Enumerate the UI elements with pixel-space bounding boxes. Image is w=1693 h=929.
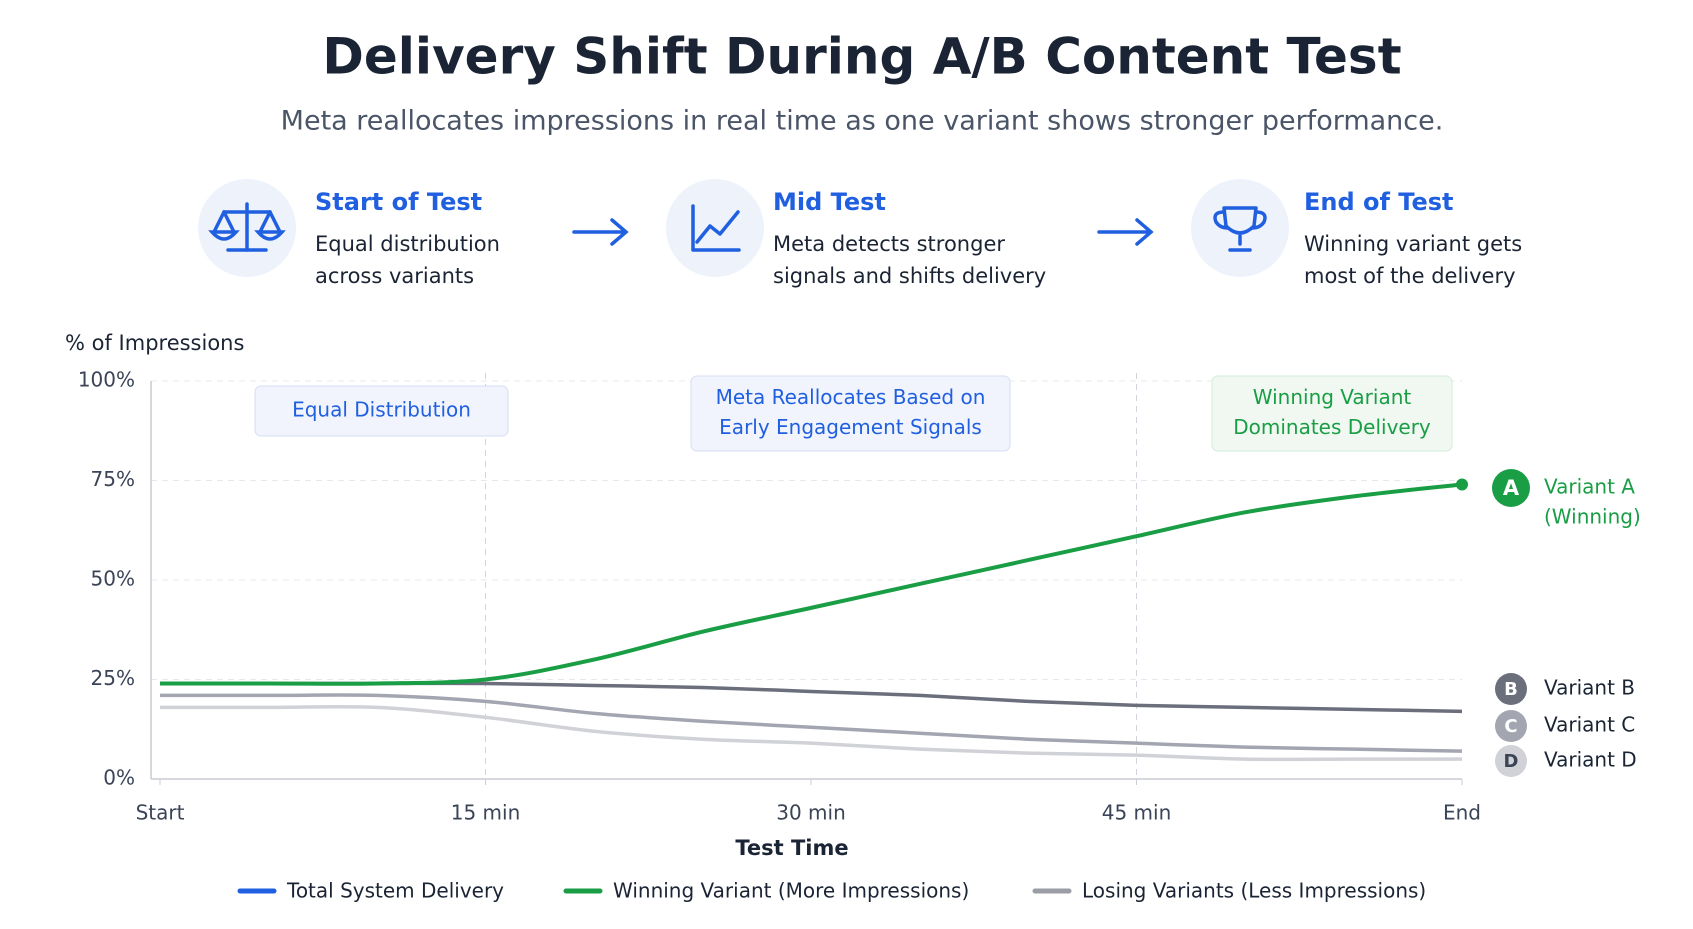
end-point [1456, 478, 1468, 491]
y-axis-title: % of Impressions [65, 331, 244, 355]
series-badge [1495, 710, 1527, 742]
series-badge-letter: C [1504, 716, 1517, 737]
step-description: Winning variant gets [1304, 232, 1522, 256]
step-description: most of the delivery [1304, 264, 1516, 288]
x-tick-label: Start [136, 801, 185, 825]
x-tick-label: 30 min [776, 801, 846, 825]
x-tick-label: 45 min [1102, 801, 1172, 825]
legend-label: Total System Delivery [286, 879, 504, 903]
series-badge [1495, 673, 1527, 705]
step-title: End of Test [1304, 188, 1454, 216]
legend-label: Losing Variants (Less Impressions) [1082, 879, 1426, 903]
step-description: across variants [315, 264, 474, 288]
step-title: Mid Test [773, 188, 886, 216]
series-line [160, 693, 1463, 753]
annotation-text: Dominates Delivery [1233, 415, 1431, 439]
series-label: Variant A [1544, 475, 1635, 499]
step-arrow [572, 218, 1154, 246]
series-badge [1495, 745, 1527, 777]
annotation-text: Meta Reallocates Based on [716, 385, 986, 409]
legend-label: Winning Variant (More Impressions) [613, 879, 969, 903]
step-description: Meta detects stronger [773, 232, 1005, 256]
series-note: (Winning) [1544, 505, 1641, 529]
series-line [159, 704, 1462, 762]
annotation-text: Early Engagement Signals [719, 415, 982, 439]
annotation-text: Winning Variant [1253, 385, 1412, 409]
annotation-box [254, 385, 509, 437]
step-title: Start of Test [315, 188, 482, 216]
subtitle: Meta reallocates impressions in real tim… [281, 106, 1444, 137]
step-description: signals and shifts delivery [773, 264, 1046, 288]
y-tick-label: 50% [91, 567, 135, 591]
step-icon [1191, 179, 1289, 277]
x-axis-title: Test Time [735, 836, 848, 860]
annotation-text: Equal Distribution [292, 398, 471, 422]
series-label: Variant C [1544, 713, 1635, 737]
x-tick-label: 15 min [451, 801, 521, 825]
y-tick-label: 0% [103, 766, 135, 790]
series-badge-letter: D [1504, 751, 1519, 772]
annotation-box [1211, 375, 1453, 452]
series-label: Variant B [1544, 676, 1635, 700]
series-line [160, 482, 1463, 686]
series-label: Variant D [1544, 748, 1637, 772]
step-description: Equal distribution [315, 232, 500, 256]
step-icon [666, 179, 764, 277]
y-tick-label: 25% [91, 666, 135, 690]
annotation-box [690, 375, 1011, 452]
y-tick-label: 75% [91, 467, 135, 491]
series-badge-letter: B [1504, 679, 1518, 700]
x-tick-label: End [1443, 801, 1481, 825]
step-icon [198, 179, 296, 277]
series-badge-letter: A [1503, 476, 1520, 500]
title: Delivery Shift During A/B Content Test [322, 28, 1401, 86]
series-badge [1492, 469, 1530, 507]
y-tick-label: 100% [78, 368, 135, 392]
